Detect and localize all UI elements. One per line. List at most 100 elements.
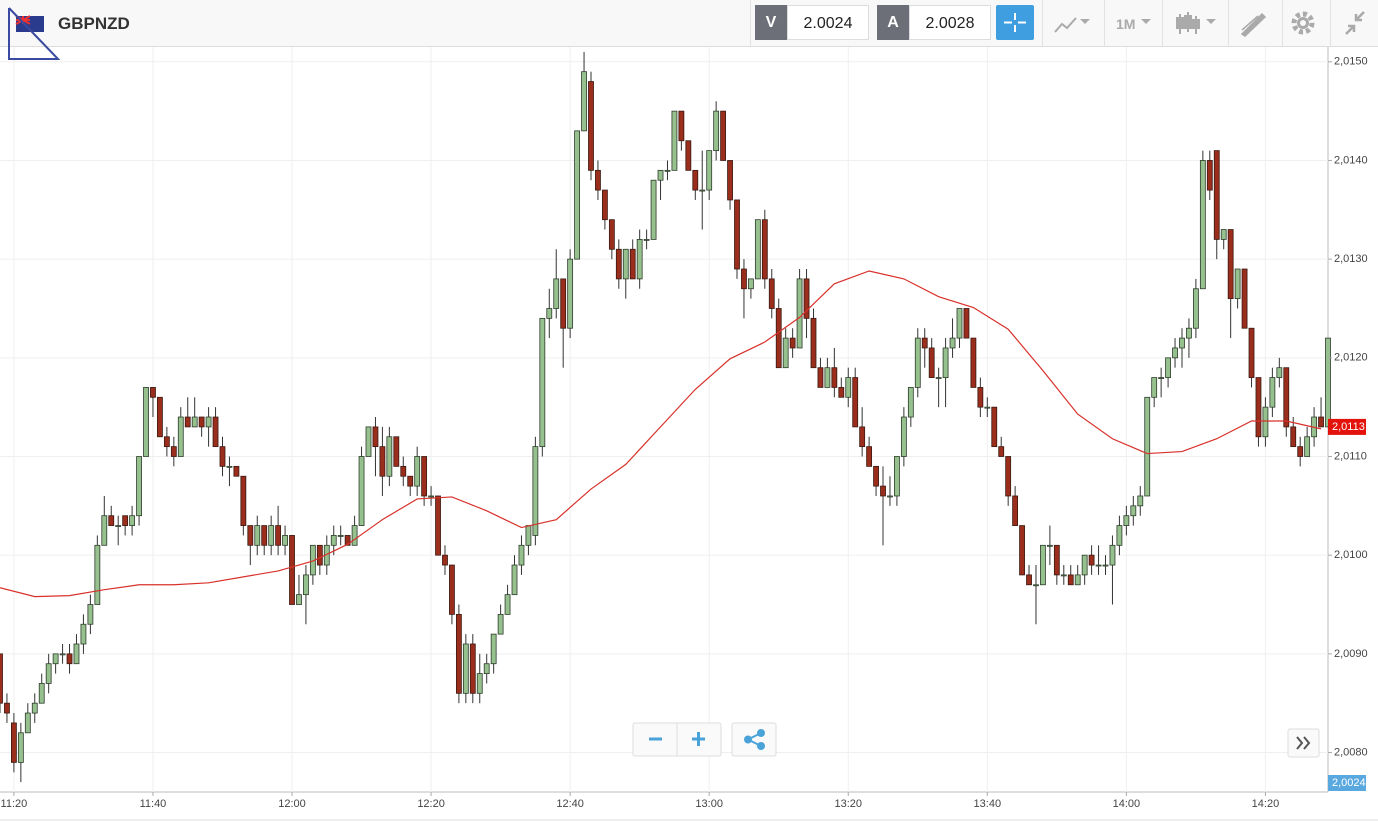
- candle-body: [31, 702, 38, 714]
- collapse-button[interactable]: [1340, 0, 1370, 47]
- settings-button[interactable]: [1288, 0, 1318, 47]
- candle-body: [1234, 268, 1241, 300]
- candle-body: [928, 347, 935, 378]
- candle-body: [289, 535, 295, 605]
- candle-body: [1053, 544, 1060, 576]
- x-tick-label: 12:00: [278, 798, 306, 810]
- y-tick-label: 2,0100: [1334, 549, 1368, 561]
- candle-body: [108, 515, 115, 526]
- ask-price[interactable]: 2.0028: [909, 5, 991, 40]
- candle-body: [977, 387, 984, 408]
- candle-body: [1116, 525, 1123, 546]
- candle-body: [1081, 554, 1088, 576]
- logo: [8, 7, 61, 60]
- candle-body: [595, 169, 601, 191]
- y-tick-label: 2,0090: [1334, 648, 1368, 660]
- candle-body: [685, 140, 692, 171]
- candle-body: [261, 525, 268, 546]
- candle-body: [337, 535, 344, 537]
- candle-body: [157, 396, 163, 438]
- candle-body: [170, 446, 177, 457]
- candle-body: [212, 416, 219, 448]
- candle-body: [1067, 574, 1074, 586]
- candle-body: [59, 653, 66, 656]
- candle-body: [1046, 544, 1053, 547]
- timeframe[interactable]: 1M: [1116, 16, 1136, 32]
- candle-body: [720, 110, 726, 161]
- candle-body: [991, 406, 998, 448]
- candle-body: [761, 219, 768, 280]
- candle-body: [810, 317, 817, 369]
- separator: [1042, 0, 1043, 47]
- candle-body: [275, 525, 282, 546]
- candle-body: [66, 653, 73, 665]
- candle-body: [1019, 525, 1025, 576]
- candle-body: [525, 525, 532, 546]
- candle-body: [824, 367, 831, 388]
- candle-body: [692, 169, 699, 191]
- candle-body: [921, 337, 928, 349]
- zoom-in[interactable]: [692, 732, 705, 746]
- candle-body: [1325, 337, 1331, 428]
- indicators-button[interactable]: [1050, 0, 1096, 47]
- candle-body: [442, 554, 448, 566]
- candle-body: [602, 189, 608, 221]
- candle-body: [476, 673, 483, 694]
- candle-body: [0, 653, 3, 704]
- candle-body: [706, 150, 713, 191]
- candle-body: [873, 465, 879, 487]
- candle-body: [532, 446, 539, 536]
- candle-body: [122, 515, 129, 526]
- candle-body: [1283, 367, 1290, 428]
- candle-body: [900, 416, 907, 457]
- x-tick-label: 12:40: [556, 798, 584, 810]
- candle-body: [497, 613, 504, 635]
- candle-body: [852, 377, 859, 428]
- candle-body: [1033, 584, 1039, 587]
- candle-body: [87, 604, 94, 625]
- candle-body: [984, 406, 991, 409]
- candle-body: [796, 278, 803, 349]
- candle-body: [52, 653, 59, 665]
- candle-body: [330, 535, 337, 546]
- candle-body: [351, 525, 358, 546]
- candle-body: [539, 317, 546, 448]
- candle-body: [511, 564, 518, 596]
- y-axis-panel: [1328, 47, 1378, 823]
- candle-body: [462, 643, 469, 694]
- candle-body: [80, 623, 87, 645]
- x-tick-label: 12:20: [417, 798, 445, 810]
- candle-body: [914, 337, 921, 388]
- x-tick-label: 13:40: [974, 798, 1002, 810]
- bid-price[interactable]: 2.0024: [787, 5, 869, 40]
- candle-body: [1276, 367, 1283, 378]
- candle-body: [226, 465, 233, 468]
- drawing-tools-button[interactable]: [1238, 0, 1268, 47]
- candle-body: [789, 337, 796, 349]
- separator: [750, 0, 751, 47]
- candle-body: [421, 456, 428, 497]
- x-tick-label: 13:00: [695, 798, 723, 810]
- x-tick-label: 13:20: [834, 798, 862, 810]
- share-button[interactable]: [731, 722, 777, 757]
- crosshair-button[interactable]: [996, 5, 1034, 40]
- candle-body: [1172, 347, 1178, 359]
- candle-body: [428, 495, 434, 498]
- candle-body: [727, 160, 733, 201]
- candle-body: [344, 535, 351, 546]
- candle-body: [1318, 416, 1324, 428]
- candle-body: [942, 347, 949, 378]
- candle-body: [838, 387, 845, 398]
- scroll-right[interactable]: [1287, 728, 1320, 758]
- candle-body: [574, 130, 580, 260]
- candle-body: [1262, 406, 1269, 438]
- separator: [1282, 0, 1283, 47]
- chart-type-button[interactable]: [1172, 0, 1222, 47]
- candle-body: [1227, 229, 1234, 300]
- candle-body: [150, 387, 156, 398]
- candle-body: [490, 633, 497, 665]
- candle-body: [1220, 229, 1227, 240]
- candle-body: [907, 387, 914, 418]
- candle-body: [316, 544, 323, 566]
